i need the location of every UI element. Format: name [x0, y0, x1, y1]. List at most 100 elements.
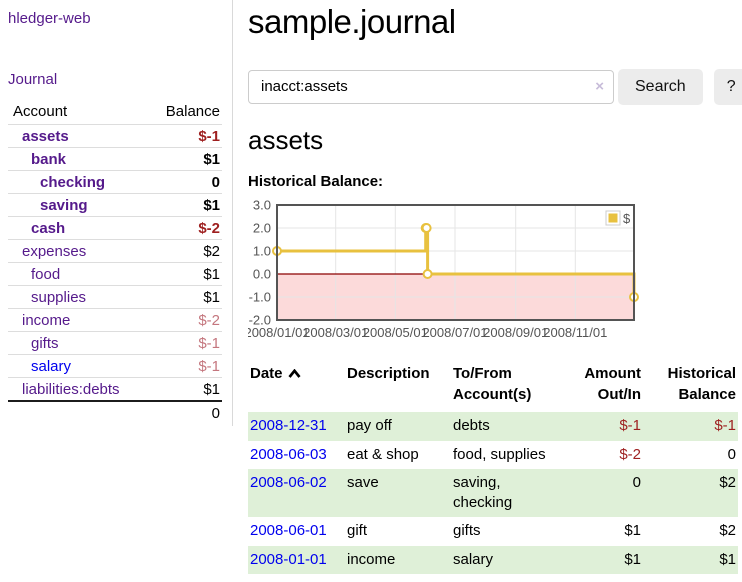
- transaction-balance: $-1: [714, 417, 736, 435]
- register-col-accounts: To/From Account(s): [453, 364, 532, 404]
- brand-link[interactable]: hledger-web: [8, 10, 91, 27]
- svg-text:-2.0: -2.0: [249, 312, 271, 327]
- account-link[interactable]: bank: [31, 150, 67, 168]
- account-row: expenses $2: [8, 239, 222, 263]
- balance-chart-svg: 3.0 2.0 1.0 0.0 -1.0 -2.02008/01/012008/03/01…: [244, 197, 639, 340]
- register-table-body: 2008-12-31 pay off debts $-1 $-1 2008-06-03 ea…: [248, 412, 738, 575]
- account-row: gifts $-1: [8, 331, 222, 355]
- svg-text:-1.0: -1.0: [249, 289, 271, 304]
- account-link[interactable]: saving: [40, 196, 88, 214]
- account-balance: $-1: [146, 354, 222, 378]
- account-row: supplies $1: [8, 285, 222, 309]
- svg-text:2008/11/01: 2008/11/01: [543, 325, 607, 340]
- account-balance: $1: [146, 377, 222, 401]
- transaction-description: pay off: [347, 417, 392, 435]
- account-balance: $-1: [146, 331, 222, 355]
- account-link[interactable]: cash: [31, 219, 66, 237]
- account-row: saving $1: [8, 193, 222, 217]
- transaction-description: income: [347, 550, 396, 568]
- register-col-amount: Amount Out/In: [584, 364, 641, 404]
- accounts-total-balance: 0: [146, 400, 222, 424]
- sort-asc-icon: [287, 368, 301, 378]
- transaction-accounts: gifts: [453, 522, 481, 540]
- transaction-date-link[interactable]: 2008-06-02: [250, 474, 327, 492]
- register-header-row: Date Description To/From Account(s) Amou…: [248, 362, 738, 413]
- historical-balance-chart: 3.0 2.0 1.0 0.0 -1.0 -2.0 2008/01/01 2008/03/01…: [244, 197, 742, 349]
- transaction-description: eat & shop: [347, 445, 419, 463]
- account-row: food $1: [8, 262, 222, 286]
- transaction-amount: $-2: [619, 445, 641, 463]
- register-table: Date Description To/From Account(s) Amou…: [248, 362, 738, 575]
- register-row: 2008-06-01 gift gifts $1 $2: [248, 517, 738, 546]
- transaction-accounts: food, supplies: [453, 445, 546, 463]
- transaction-date-link[interactable]: 2008-01-01: [250, 550, 327, 568]
- accounts-col-account: Account: [13, 103, 68, 120]
- account-row: checking 0: [8, 170, 222, 194]
- transaction-accounts: salary: [453, 550, 494, 568]
- svg-text:$: $: [623, 211, 631, 226]
- account-link[interactable]: expenses: [22, 242, 87, 260]
- account-balance: $1: [146, 262, 222, 286]
- search-input[interactable]: [248, 69, 614, 104]
- account-balance: $-2: [146, 216, 222, 240]
- search-button[interactable]: Search: [618, 68, 703, 105]
- transaction-date-link[interactable]: 2008-06-01: [250, 522, 327, 540]
- account-heading: assets: [248, 124, 324, 155]
- clear-search-icon[interactable]: ×: [595, 77, 604, 95]
- register-row: 2008-06-03 eat & shop food, supplies $-2 0: [248, 441, 738, 470]
- register-row: 2008-01-01 income salary $1 $1: [248, 545, 738, 575]
- transaction-accounts: debts: [453, 417, 490, 435]
- transaction-description: gift: [347, 522, 368, 540]
- account-link[interactable]: checking: [40, 173, 106, 191]
- transaction-description: save: [347, 474, 379, 492]
- svg-text:2.0: 2.0: [253, 220, 271, 235]
- register-col-date-label: Date: [250, 364, 283, 382]
- account-balance: $1: [146, 147, 222, 171]
- accounts-table: Account Balance assets $-1 bank $1 checking 0…: [8, 101, 222, 424]
- account-link[interactable]: food: [31, 265, 61, 283]
- account-balance: $1: [146, 193, 222, 217]
- sidebar: hledger-web Journal Account Balance asse…: [0, 0, 233, 426]
- account-row: salary $-1: [8, 354, 222, 378]
- account-row: liabilities:debts $1: [8, 377, 222, 401]
- svg-text:0.0: 0.0: [253, 266, 271, 281]
- transaction-balance: $2: [719, 522, 736, 540]
- chart-title: Historical Balance:: [248, 172, 384, 190]
- account-link[interactable]: salary: [31, 357, 72, 375]
- register-row: 2008-12-31 pay off debts $-1 $-1: [248, 412, 738, 441]
- account-link[interactable]: liabilities:debts: [22, 380, 120, 398]
- account-link[interactable]: income: [22, 311, 71, 329]
- transaction-balance: 0: [727, 445, 736, 463]
- page-title: sample.journal: [248, 3, 456, 40]
- sidebar-item-journal[interactable]: Journal: [8, 71, 58, 88]
- account-row: bank $1: [8, 147, 222, 171]
- transaction-amount: $-1: [619, 417, 641, 435]
- account-balance: $1: [146, 285, 222, 309]
- accounts-table-body: assets $-1 bank $1 checking 0 saving $1 cash $-2 e…: [8, 124, 222, 401]
- svg-text:2008/01/01: 2008/01/01: [248, 325, 310, 340]
- account-link[interactable]: gifts: [31, 334, 59, 352]
- account-link[interactable]: assets: [22, 127, 69, 145]
- accounts-header-row: Account Balance: [8, 101, 222, 125]
- account-row: assets $-1: [8, 124, 222, 148]
- transaction-balance: $2: [719, 474, 736, 492]
- register-col-date[interactable]: Date: [248, 362, 345, 413]
- accounts-total-spacer: [8, 400, 147, 424]
- account-row: cash $-2: [8, 216, 222, 240]
- svg-text:1.0: 1.0: [253, 243, 271, 258]
- transaction-date-link[interactable]: 2008-06-03: [250, 445, 327, 463]
- help-button[interactable]: ?: [713, 68, 742, 105]
- account-balance: $-2: [146, 308, 222, 332]
- register-row: 2008-06-02 save saving, checking 0 $2: [248, 469, 738, 518]
- svg-text:2008/05/01: 2008/05/01: [363, 325, 428, 340]
- account-balance: $-1: [146, 124, 222, 148]
- svg-text:3.0: 3.0: [253, 197, 271, 212]
- svg-text:2008/03/01: 2008/03/01: [303, 325, 368, 340]
- search-form: × Search ?: [248, 68, 742, 105]
- transaction-date-link[interactable]: 2008-12-31: [250, 417, 327, 435]
- account-link[interactable]: supplies: [31, 288, 87, 306]
- svg-text:2008/09/01: 2008/09/01: [483, 325, 548, 340]
- transaction-balance: $1: [719, 550, 736, 568]
- account-balance: 0: [146, 170, 222, 194]
- search-input-wrap: ×: [248, 69, 614, 104]
